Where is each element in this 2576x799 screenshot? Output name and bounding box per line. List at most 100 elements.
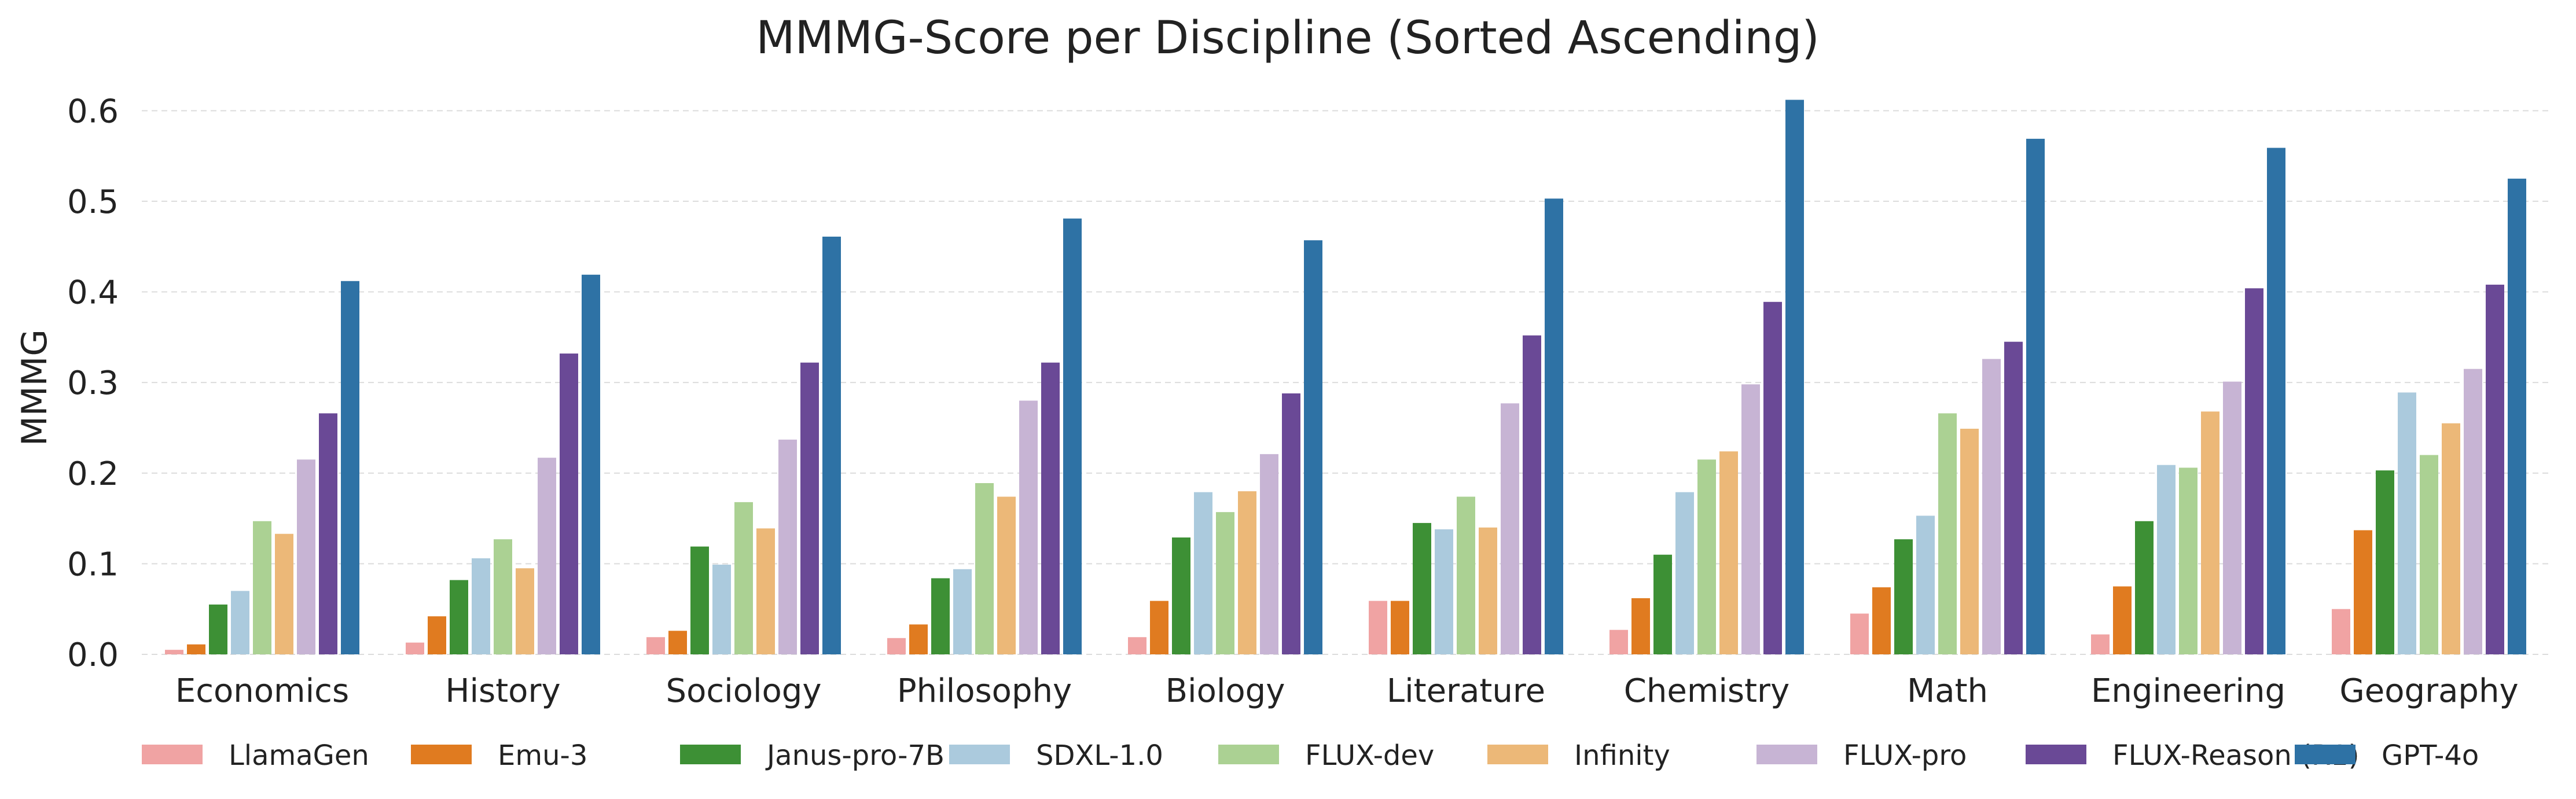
bar — [406, 642, 424, 654]
bar — [887, 638, 906, 654]
bar — [1369, 601, 1387, 654]
bar — [1850, 613, 1869, 654]
bar — [1260, 454, 1278, 654]
bar — [450, 580, 468, 654]
bar — [1435, 529, 1453, 654]
y-tick-label: 0.3 — [67, 364, 119, 402]
bar — [1653, 554, 1672, 654]
legend-label: FLUX-pro — [1843, 739, 1967, 772]
legend-swatch — [2295, 745, 2355, 764]
bar — [2508, 178, 2526, 655]
bar — [2135, 521, 2154, 654]
bar — [2113, 586, 2132, 654]
y-tick-label: 0.1 — [67, 546, 119, 583]
bar — [2223, 381, 2241, 654]
legend-label: LlamaGen — [229, 739, 369, 772]
legend-swatch — [680, 745, 741, 764]
bars — [165, 100, 2526, 655]
x-tick-label: Chemistry — [1624, 672, 1789, 710]
bar — [1128, 637, 1146, 654]
bar — [516, 568, 534, 654]
x-tick-label: Engineering — [2091, 672, 2285, 710]
bar — [1545, 198, 1563, 655]
bar — [319, 413, 337, 654]
legend-swatch — [949, 745, 1010, 764]
y-axis-ticks: 0.0 0.1 0.2 0.3 0.4 0.5 0.6 — [67, 93, 119, 674]
bar — [997, 496, 1016, 654]
bar — [1501, 403, 1519, 654]
bar — [1631, 598, 1650, 654]
bar — [209, 604, 227, 654]
bar — [1282, 393, 1300, 654]
legend-label: Janus-pro-7B — [765, 739, 945, 772]
bar — [2245, 288, 2263, 654]
bar — [2026, 138, 2045, 655]
bar — [1697, 459, 1716, 654]
bar — [2486, 285, 2504, 654]
bar — [472, 558, 490, 654]
bar — [1741, 384, 1760, 654]
bar — [1391, 601, 1409, 654]
bar — [2157, 465, 2176, 654]
bar — [2420, 455, 2438, 654]
legend: LlamaGen Emu-3 Janus-pro-7B SDXL-1.0 FLUX-de… — [142, 739, 2479, 772]
legend-swatch — [2026, 745, 2086, 764]
bar — [560, 354, 578, 654]
bar — [2201, 411, 2219, 654]
bar — [1172, 537, 1190, 654]
bar — [909, 624, 928, 654]
bar — [538, 458, 556, 654]
bar — [953, 569, 972, 654]
legend-label: GPT-4o — [2382, 739, 2479, 772]
bar — [1894, 539, 1913, 654]
bar — [800, 362, 819, 654]
bar — [2267, 148, 2285, 654]
bar — [1063, 218, 1082, 655]
bar — [2464, 369, 2482, 654]
x-tick-label: History — [445, 672, 560, 710]
x-tick-label: Economics — [175, 672, 349, 710]
legend-label: SDXL-1.0 — [1036, 739, 1163, 772]
bar — [2354, 530, 2372, 654]
bar — [2091, 634, 2110, 654]
legend-label: Infinity — [1574, 739, 1670, 772]
bar — [1304, 240, 1322, 654]
bar — [2004, 341, 2023, 654]
bar — [1960, 429, 1979, 654]
x-tick-label: Geography — [2339, 672, 2518, 710]
bar — [1719, 451, 1738, 654]
bar — [2376, 470, 2394, 654]
bar — [712, 564, 731, 654]
bar — [1041, 362, 1060, 654]
grid-lines — [142, 110, 2549, 655]
bar — [341, 281, 359, 654]
bar — [1609, 629, 1628, 654]
bar — [1457, 496, 1475, 654]
bar — [1872, 587, 1891, 654]
bar — [1150, 601, 1168, 654]
bar — [231, 591, 249, 654]
y-tick-label: 0.4 — [67, 274, 119, 312]
legend-swatch — [1218, 745, 1279, 764]
bar — [1916, 516, 1935, 654]
bar — [646, 637, 665, 654]
legend-label: FLUX-dev — [1305, 739, 1434, 772]
bar — [1785, 100, 1804, 654]
x-tick-label: Biology — [1166, 672, 1285, 710]
y-axis-label: MMMG — [14, 329, 55, 446]
bar — [1216, 512, 1234, 654]
bar — [1238, 491, 1256, 654]
bar — [2332, 609, 2350, 654]
bar — [582, 274, 600, 654]
bar — [2179, 467, 2197, 654]
bar — [756, 528, 775, 654]
bar — [931, 578, 950, 654]
bar — [668, 631, 687, 654]
bar — [1523, 335, 1541, 654]
bar — [1763, 301, 1782, 654]
legend-swatch — [142, 745, 203, 764]
bar — [822, 237, 841, 654]
x-tick-label: Math — [1907, 672, 1988, 710]
bar — [734, 502, 753, 654]
bar — [690, 546, 709, 654]
